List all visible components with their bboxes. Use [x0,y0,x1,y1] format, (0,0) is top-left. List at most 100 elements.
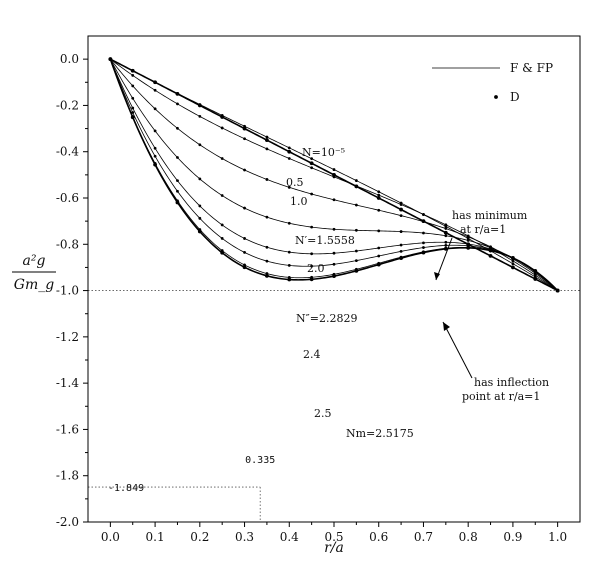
data-point [421,250,426,255]
data-point [153,154,157,158]
series-group [108,57,560,293]
data-point [354,259,358,263]
data-point [131,96,135,100]
data-point [377,193,381,197]
data-point [153,129,157,133]
y-tick-label: 0.0 [60,52,79,66]
annotation-minimum-line1: has minimum [452,209,528,222]
data-point [309,161,314,166]
data-point [243,250,246,254]
data-point [444,223,448,227]
data-point [511,265,515,270]
x-tick-label: 0.5 [324,530,343,544]
data-point [377,208,381,212]
y-tick-label: -0.2 [56,98,79,112]
data-point [198,143,202,147]
data-point [422,231,425,235]
data-point [354,184,358,188]
data-point [265,273,269,278]
data-point [153,162,157,167]
curve-label: 2.4 [303,348,321,361]
annotation-minimum-arrow [435,237,453,281]
reference-lines [88,290,580,522]
data-point [443,230,448,235]
data-point [310,264,314,268]
data-point [444,244,448,247]
data-point [488,253,493,258]
data-point [466,245,471,250]
labels-group: N=10⁻⁵ 0.5 1.0 N′=1.5558 2.0 N″=2.2829 2.4 2.5 N… [108,146,549,494]
data-point [176,92,179,95]
data-point [399,207,403,212]
y-tick-label: -0.8 [56,237,79,251]
data-point [310,157,314,161]
data-point [422,212,425,216]
x-tick-label: 0.6 [369,530,388,544]
data-point [511,256,515,260]
data-point [354,179,358,182]
x-axis-label: r/a [324,540,344,556]
curve-label: 0.5 [286,176,304,189]
data-point [376,196,381,200]
data-point [444,234,448,238]
data-point [131,69,135,73]
series-9 [108,57,560,293]
data-point [198,103,202,106]
data-point [130,115,135,120]
data-point [488,248,493,253]
data-point [175,200,180,205]
data-point [376,262,381,267]
data-point [220,194,224,197]
x-tick-label: 0.7 [414,530,433,544]
curve-label: N′=1.5558 [295,234,355,247]
data-point [466,235,470,239]
data-point [287,149,292,154]
data-point [220,157,224,160]
curve-label: 2.0 [307,262,325,275]
x-tick-label: 0.9 [503,530,522,544]
y-tick-label: -0.4 [56,145,80,159]
y-tick-label: -1.2 [56,330,79,344]
data-point [444,227,448,230]
data-point [377,229,381,233]
data-point [310,192,314,196]
y-axis-label-numerator: a²g [23,253,46,269]
data-point [153,80,157,84]
data-point [332,262,336,266]
data-point [332,172,336,177]
y-tick-label: -1.8 [56,469,79,483]
curve-label: Nm=2.5175 [346,427,414,440]
data-point [399,230,403,233]
data-point [176,189,179,193]
y-tick-label: -1.6 [56,422,79,436]
data-point [131,106,135,110]
annotation-inflection-line1: has inflection [474,376,549,389]
data-point [287,221,291,225]
data-point [310,166,314,170]
data-point [198,204,202,208]
data-point [310,252,314,256]
data-point [131,74,135,77]
curve-label: N=10⁻⁵ [302,146,345,159]
data-point [422,220,425,224]
data-point [354,203,358,207]
annotation-minimum-arrowhead [434,272,440,280]
data-point [265,147,269,151]
data-point [198,114,202,118]
data-point [265,135,269,139]
data-point [108,57,113,62]
data-point [243,206,246,210]
series-5 [108,57,560,292]
data-point [332,274,336,279]
data-point [176,179,179,183]
data-point [131,111,135,114]
x-tick-label: 0.0 [101,530,120,544]
legend-label: F & FP [510,61,553,75]
data-point [198,216,202,220]
data-point [243,137,246,141]
data-point [176,156,179,159]
data-point [533,277,538,281]
data-point [243,124,246,128]
data-point [265,178,269,181]
